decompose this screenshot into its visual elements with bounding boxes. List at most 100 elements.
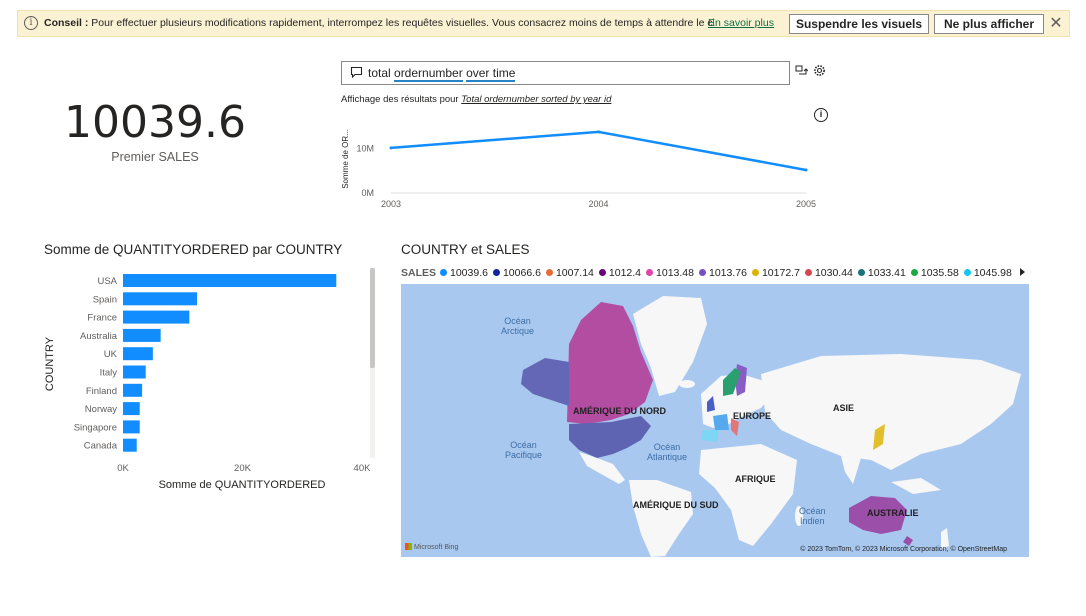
legend-value: 1013.76 <box>709 267 747 279</box>
tip-text: Conseil : Pour effectuer plusieurs modif… <box>44 17 714 29</box>
line-series[interactable] <box>390 130 807 172</box>
suspend-visuals-button[interactable]: Suspendre les visuels <box>789 14 929 34</box>
bar-category-label: UK <box>104 349 118 360</box>
map-ocean-atlantic: Océan Atlantique <box>647 442 687 462</box>
pacific-l2: Pacifique <box>505 450 543 460</box>
legend-item[interactable]: 1012.4 <box>598 267 642 279</box>
legend-dot-icon <box>492 269 500 276</box>
map-provider: Microsoft Bing <box>414 544 459 551</box>
bar-chart-scrollbar-thumb[interactable] <box>370 268 375 368</box>
region-france[interactable] <box>713 414 729 430</box>
qa-query-prefix: total <box>368 66 395 80</box>
legend-value: 1033.41 <box>867 267 906 279</box>
map[interactable]: AMÉRIQUE DU NORD EUROPE ASIE AFRIQUE AMÉ… <box>401 284 1029 557</box>
region-alaska[interactable] <box>521 358 569 406</box>
bar-category-label: USA <box>97 276 117 287</box>
region-usa[interactable] <box>569 416 651 458</box>
bar-chart: COUNTRY USA Spain France Australia UK Italy Fi… <box>44 268 375 491</box>
dont-show-again-button[interactable]: Ne plus afficher <box>934 14 1044 34</box>
legend-item[interactable]: 1013.48 <box>646 267 694 279</box>
legend-dot-icon <box>440 269 447 276</box>
legend-item[interactable]: 1045.98 <box>963 267 1012 279</box>
qa-query-text[interactable]: total ordernumber over time <box>368 66 516 82</box>
map-label-south-america: AMÉRIQUE DU SUD <box>633 500 719 510</box>
bar[interactable] <box>123 383 143 397</box>
legend-value: 1012.4 <box>608 267 642 279</box>
bar-chart-ylabel: COUNTRY <box>44 336 56 391</box>
legend-dot-icon <box>699 269 706 276</box>
region-australia[interactable] <box>849 496 907 534</box>
gear-icon[interactable] <box>813 64 826 77</box>
legend-dot-icon <box>545 269 553 276</box>
legend-value: 1035.58 <box>920 267 959 279</box>
indian-l2: Indien <box>800 516 825 526</box>
legend-value: 10039.6 <box>450 267 488 279</box>
close-icon[interactable]: ✕ <box>1049 15 1063 32</box>
map-label-europe: EUROPE <box>733 411 772 421</box>
arctic-l2: Arctique <box>501 326 535 336</box>
region-italy[interactable] <box>731 418 739 436</box>
legend-dot-icon <box>910 269 918 276</box>
legend-item[interactable]: 1007.14 <box>545 267 594 279</box>
bar[interactable] <box>123 347 153 361</box>
bar-category-label: Norway <box>85 404 117 415</box>
legend-next-arrow-icon[interactable] <box>1020 268 1025 276</box>
arctic-l1: Océan <box>504 316 531 326</box>
map-label-asia: ASIE <box>833 403 855 413</box>
map-legend-label: SALES <box>401 267 437 279</box>
bar-category-label: Canada <box>84 441 118 452</box>
bar[interactable] <box>123 328 161 342</box>
convert-visual-icon[interactable] <box>795 64 808 77</box>
bar-xtick-label: 40K <box>354 463 372 474</box>
legend-item[interactable]: 10172.7 <box>751 267 800 279</box>
region-spain[interactable] <box>701 430 719 442</box>
legend-dot-icon <box>963 269 971 276</box>
qa-query-term-1: ordernumber <box>394 66 463 82</box>
line-chart: Somme de OR... 10M 0M 2003 2004 2005 <box>341 129 816 209</box>
map-attribution[interactable]: © 2023 TomTom, © 2023 Microsoft Corporat… <box>800 546 1007 553</box>
legend-dot-icon <box>598 269 606 276</box>
legend-item[interactable]: 1033.41 <box>857 267 906 279</box>
info-icon[interactable]: i <box>814 108 828 122</box>
qa-query-term-2: over time <box>466 66 516 82</box>
info-icon: i <box>24 16 38 30</box>
microsoft-logo-icon <box>405 543 412 550</box>
atlantic-l2: Atlantique <box>647 452 688 462</box>
bar[interactable] <box>123 365 146 379</box>
line-xtick-label: 2003 <box>381 199 401 209</box>
bar[interactable] <box>123 274 337 287</box>
legend-item[interactable]: 1013.76 <box>699 267 747 279</box>
legend-dot-icon <box>857 269 865 276</box>
legend-item[interactable]: 10066.6 <box>492 267 541 279</box>
bar[interactable] <box>123 292 198 306</box>
atlantic-l1: Océan <box>653 442 681 452</box>
kpi-label: Premier SALES <box>111 150 199 164</box>
pacific-l1: Océan <box>510 440 537 450</box>
bar[interactable] <box>123 402 140 416</box>
qa-results-query-link[interactable]: Total ordernumber sorted by year id <box>461 94 612 105</box>
bar[interactable] <box>123 420 140 434</box>
tip-message: Pour effectuer plusieurs modifications r… <box>91 17 714 29</box>
region-canada[interactable] <box>567 302 653 424</box>
legend-value: 1045.98 <box>973 267 1012 279</box>
line-chart-ylabel: Somme de OR... <box>341 129 350 189</box>
legend-item[interactable]: 1030.44 <box>804 267 853 279</box>
bar[interactable] <box>123 438 137 452</box>
tip-banner: i Conseil : Pour effectuer plusieurs mod… <box>17 10 1070 37</box>
legend-item[interactable]: 1035.58 <box>910 267 959 279</box>
line-xtick-label: 2004 <box>588 199 608 209</box>
legend-item[interactable]: 10039.6 <box>440 267 488 279</box>
learn-more-link[interactable]: En savoir plus <box>708 17 774 29</box>
region-uk[interactable] <box>707 396 715 412</box>
bar[interactable] <box>123 310 190 324</box>
bar-chart-xlabel: Somme de QUANTITYORDERED <box>159 479 326 491</box>
bar-category-label: Spain <box>93 294 117 305</box>
region-japan[interactable] <box>873 424 885 450</box>
qa-input-box[interactable]: total ordernumber over time <box>341 61 790 85</box>
region-norway[interactable] <box>723 368 741 396</box>
map-label-north-america: AMÉRIQUE DU NORD <box>573 406 667 416</box>
map-title: COUNTRY et SALES <box>401 242 530 257</box>
legend-dot-icon <box>751 269 759 276</box>
indian-l1: Océan <box>799 506 826 516</box>
map-legend: 10039.6 10066.6 1007.14 1012.4 1013.48 1013.7… <box>440 267 1020 281</box>
